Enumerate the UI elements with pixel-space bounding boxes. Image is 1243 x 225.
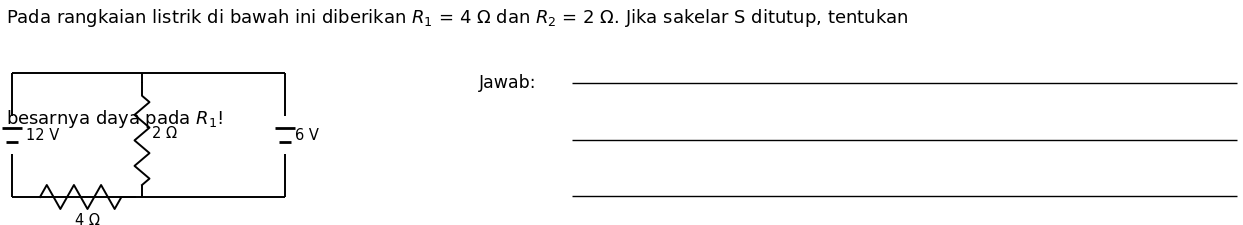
Text: 4 Ω: 4 Ω	[75, 213, 99, 225]
Text: besarnya daya pada $R_1$!: besarnya daya pada $R_1$!	[6, 108, 224, 130]
Text: 6 V: 6 V	[295, 128, 319, 142]
Text: 2 Ω: 2 Ω	[152, 126, 177, 142]
Text: 12 V: 12 V	[26, 128, 60, 142]
Text: Jawab:: Jawab:	[479, 74, 536, 92]
Text: Pada rangkaian listrik di bawah ini diberikan $R_1$ = 4 Ω dan $R_2$ = 2 Ω. Jika : Pada rangkaian listrik di bawah ini dibe…	[6, 7, 909, 29]
